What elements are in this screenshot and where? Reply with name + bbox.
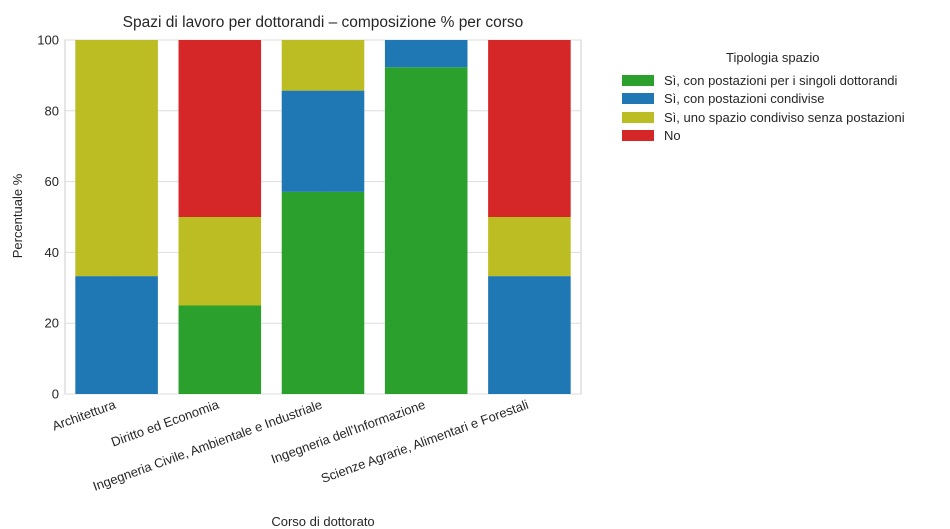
legend-item-2: Sì, con postazioni condivise <box>622 90 950 109</box>
legend-items: Sì, con postazioni per i singoli dottora… <box>622 71 950 145</box>
bar-segment-2-5 <box>488 276 571 394</box>
legend-label: No <box>664 128 681 144</box>
legend-label: Sì, uno spazio condiviso senza postazion… <box>664 109 905 125</box>
bar-segment-3-5 <box>488 217 571 277</box>
legend-swatch <box>622 111 654 123</box>
bars <box>75 40 571 395</box>
legend-label: Sì, con postazioni condivise <box>664 91 825 107</box>
legend-label: Sì, con postazioni per i singoli dottora… <box>664 72 898 88</box>
bar-segment-1-4 <box>384 67 468 395</box>
legend-swatch <box>622 93 654 105</box>
bar-segment-1-3 <box>281 191 365 394</box>
y-tick-label: 40 <box>45 245 59 260</box>
legend: Tipologia spazio Sì, con postazioni per … <box>622 50 950 145</box>
bar-segment-2-1 <box>75 276 158 394</box>
bar-segment-2-3 <box>281 90 365 192</box>
bar-segment-1-2 <box>178 305 262 394</box>
legend-title: Tipologia spazio <box>726 50 820 65</box>
legend-item-4: No <box>622 127 950 146</box>
legend-swatch <box>622 74 654 86</box>
x-axis-label: Corso di dottorato <box>271 514 374 529</box>
y-tick-labels: 0 20 40 60 80 100 <box>37 33 59 402</box>
bar-segment-3-2 <box>178 217 262 306</box>
chart-title: Spazi di lavoro per dottorandi – composi… <box>123 14 524 31</box>
legend-swatch <box>622 130 654 142</box>
legend-item-3: Sì, uno spazio condiviso senza postazion… <box>622 108 950 127</box>
x-tick-label: Architettura <box>50 396 118 433</box>
y-tick-label: 20 <box>45 316 59 331</box>
bar-segment-3-3 <box>281 40 365 91</box>
y-axis-label: Percentuale % <box>10 173 25 258</box>
bar-segment-2-4 <box>384 40 468 68</box>
y-tick-label: 80 <box>45 103 59 118</box>
bar-segment-4-5 <box>488 40 571 217</box>
y-tick-label: 100 <box>37 33 59 48</box>
bar-segment-3-1 <box>75 40 158 277</box>
bar-segment-4-2 <box>178 40 262 217</box>
y-tick-label: 60 <box>45 174 59 189</box>
y-tick-label: 0 <box>52 387 59 402</box>
legend-item-1: Sì, con postazioni per i singoli dottora… <box>622 71 950 90</box>
